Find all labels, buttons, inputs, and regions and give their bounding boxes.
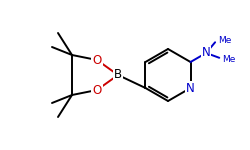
Text: Me: Me <box>222 55 236 64</box>
Text: B: B <box>114 69 122 81</box>
Text: O: O <box>92 84 102 96</box>
Text: O: O <box>92 54 102 66</box>
Text: Me: Me <box>218 36 232 45</box>
Text: N: N <box>202 46 210 60</box>
Text: N: N <box>186 81 195 94</box>
